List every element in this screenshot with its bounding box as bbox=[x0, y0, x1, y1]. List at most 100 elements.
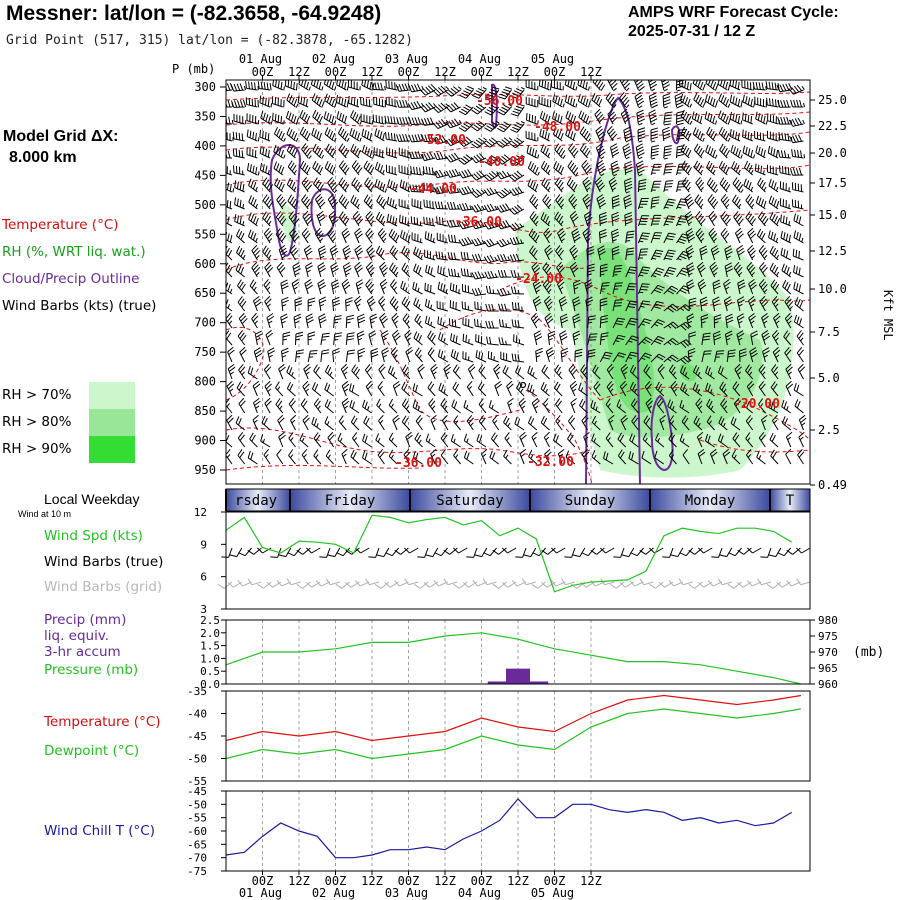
wind-barb-flag bbox=[279, 434, 286, 440]
wind-barb-flag bbox=[802, 119, 805, 125]
wind-barb-flag bbox=[369, 203, 373, 208]
wind-barb-flag bbox=[721, 179, 727, 187]
wind-barb-flag bbox=[603, 451, 606, 459]
wind-barb-flag bbox=[476, 154, 482, 161]
wind-barb-flag bbox=[728, 352, 736, 355]
wind-barb-flag bbox=[710, 405, 714, 410]
wind-barb-flag bbox=[415, 401, 419, 409]
wind-barb-flag bbox=[357, 203, 360, 208]
wind-barb-flag bbox=[390, 132, 393, 141]
wind-barb-flag bbox=[688, 350, 696, 355]
wind-barb-flag bbox=[760, 165, 763, 174]
wind-barb-flag bbox=[695, 366, 700, 375]
wind-barb-flag bbox=[303, 113, 308, 121]
wind-barb-flag bbox=[237, 265, 242, 273]
wind-barb-flag bbox=[414, 134, 418, 142]
wind-barb-staff bbox=[718, 440, 728, 448]
wind-barb-flag bbox=[229, 388, 234, 392]
wind-barb-flag bbox=[637, 152, 645, 157]
wind-barb-flag bbox=[327, 554, 335, 558]
wind-barb-flag bbox=[585, 115, 590, 123]
wind-barb-flag bbox=[496, 172, 502, 180]
wind-barb-flag bbox=[666, 272, 674, 275]
wind-barb-flag bbox=[637, 169, 645, 174]
wind-barb-flag bbox=[708, 210, 715, 217]
wind-barb-flag bbox=[293, 98, 298, 106]
wind-barb-flag bbox=[461, 108, 468, 114]
wind-barb-flag bbox=[496, 192, 503, 199]
wind-barb-flag bbox=[236, 198, 239, 206]
wind-barb-flag bbox=[636, 109, 644, 114]
wind-barb-flag bbox=[795, 283, 799, 291]
wind-barb-flag bbox=[665, 163, 674, 165]
wind-barb-flag bbox=[795, 134, 800, 142]
wind-barb-flag bbox=[486, 174, 493, 180]
wind-barb-flag bbox=[705, 80, 708, 84]
wind-barb-flag bbox=[306, 250, 313, 256]
wind-barb-flag bbox=[359, 137, 362, 142]
wind-barb-flag bbox=[747, 213, 753, 221]
wind-barb-flag bbox=[401, 296, 407, 304]
wind-barb-flag bbox=[625, 191, 630, 194]
wind-barb-flag bbox=[747, 97, 751, 105]
wind-barb-flag bbox=[343, 265, 351, 270]
wind-barb-flag bbox=[388, 432, 394, 440]
wind-barb-flag bbox=[695, 80, 699, 86]
wind-barb-flag bbox=[289, 383, 294, 391]
wind-barb-flag bbox=[562, 103, 565, 108]
wind-barb-flag bbox=[415, 415, 422, 422]
wind-barb-flag bbox=[520, 239, 523, 244]
wind-barb-staff bbox=[464, 457, 474, 465]
wind-barb-flag bbox=[295, 137, 299, 142]
wind-barb-flag bbox=[418, 320, 422, 325]
wind-barb-flag bbox=[357, 149, 362, 157]
wind-barb-flag bbox=[279, 215, 285, 223]
wind-barb-flag bbox=[263, 363, 270, 370]
wind-barb-flag bbox=[516, 137, 523, 143]
wind-barb-flag bbox=[367, 247, 374, 254]
wind-barb-flag bbox=[242, 221, 245, 226]
wind-barb-flag bbox=[226, 332, 232, 340]
wind-barb-flag bbox=[555, 415, 561, 422]
wind-barb-flag bbox=[733, 418, 737, 426]
wind-barb-flag bbox=[445, 156, 451, 163]
wind-barb-flag bbox=[531, 148, 535, 156]
wind-barb-flag bbox=[662, 129, 670, 134]
wind-barb-flag bbox=[370, 220, 374, 225]
wind-barb-flag bbox=[728, 349, 736, 352]
wind-barb-flag bbox=[260, 81, 263, 89]
wind-barb-flag bbox=[319, 238, 324, 242]
wind-barb-flag bbox=[316, 113, 321, 121]
wind-barb-staff bbox=[570, 402, 576, 414]
wind-barb-staff bbox=[388, 455, 398, 465]
wind-barb-staff bbox=[730, 423, 741, 431]
wind-barb-flag bbox=[559, 115, 563, 124]
wind-barb-flag bbox=[634, 92, 642, 97]
wind-barb-flag bbox=[252, 380, 260, 387]
wind-barb-flag bbox=[265, 453, 269, 458]
wind-barb-flag bbox=[423, 118, 428, 126]
wind-barb-flag bbox=[736, 181, 742, 189]
wind-barb-flag bbox=[264, 196, 270, 204]
wind-barb-flag bbox=[784, 133, 787, 141]
wind-barb-flag bbox=[600, 303, 608, 307]
wind-barb-flag bbox=[229, 554, 237, 558]
wind-barb-flag bbox=[484, 271, 489, 279]
wind-barb-flag bbox=[393, 232, 398, 240]
wind-barb-flag bbox=[720, 95, 725, 103]
wind-barb-flag bbox=[316, 96, 321, 105]
wind-barb-flag bbox=[306, 115, 311, 123]
wind-barb-flag bbox=[318, 216, 326, 222]
wind-barb-flag bbox=[350, 143, 355, 152]
wind-barb-flag bbox=[444, 204, 447, 210]
wind-barb-staff bbox=[301, 454, 309, 465]
wind-barb-flag bbox=[687, 233, 695, 239]
wind-barb-flag bbox=[338, 177, 344, 185]
wind-barb-flag bbox=[763, 218, 769, 225]
wind-barb-flag bbox=[252, 233, 257, 241]
wind-barb-flag bbox=[508, 208, 515, 215]
wind-barb-flag bbox=[467, 85, 475, 90]
wind-barb-flag bbox=[611, 149, 619, 154]
wind-barb-flag bbox=[544, 196, 550, 204]
wind-barb-flag bbox=[585, 282, 593, 287]
